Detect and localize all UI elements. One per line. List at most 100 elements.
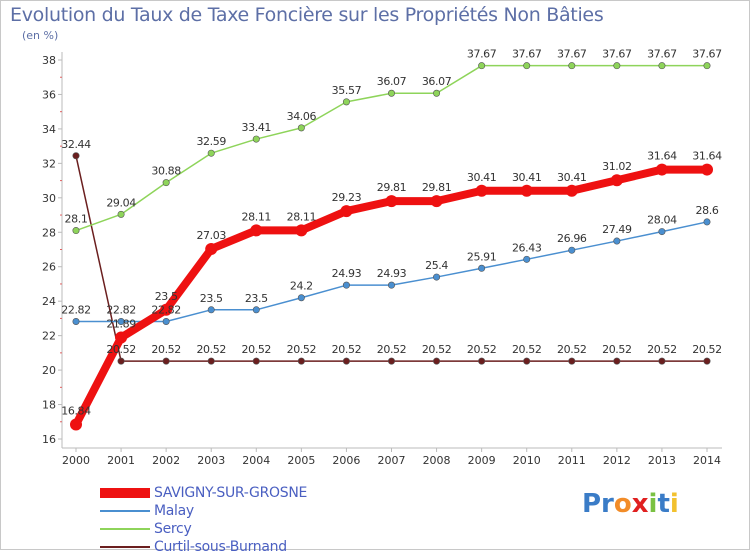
legend-item-malay[interactable]: Malay bbox=[100, 502, 340, 520]
data-point-malay bbox=[162, 318, 170, 326]
data-point-savigny bbox=[160, 303, 173, 316]
data-label-malay: 28.04 bbox=[647, 214, 677, 227]
data-label-curtil: 20.52 bbox=[196, 343, 226, 356]
data-point-curtil bbox=[207, 357, 215, 365]
legend-swatch-curtil bbox=[100, 546, 150, 548]
proxiti-logo: Proxiti bbox=[582, 489, 679, 519]
data-point-savigny bbox=[205, 242, 218, 255]
logo-part: i bbox=[669, 489, 679, 519]
y-tick-label: 20 bbox=[42, 364, 56, 377]
x-tick-label: 2005 bbox=[287, 454, 315, 467]
data-point-curtil bbox=[342, 357, 350, 365]
data-label-curtil: 20.52 bbox=[377, 343, 407, 356]
legend-item-curtil[interactable]: Curtil-sous-Burnand bbox=[100, 538, 340, 556]
legend-label-malay: Malay bbox=[154, 503, 194, 519]
legend-swatch-malay bbox=[100, 510, 150, 512]
logo-part: Pr bbox=[582, 489, 614, 519]
data-point-sercy bbox=[523, 62, 531, 70]
data-label-malay: 22.82 bbox=[61, 304, 91, 317]
data-point-curtil bbox=[162, 357, 170, 365]
data-point-curtil bbox=[523, 357, 531, 365]
data-label-curtil: 20.52 bbox=[467, 343, 497, 356]
data-label-malay: 23.5 bbox=[245, 292, 268, 305]
data-point-savigny bbox=[70, 418, 82, 431]
data-label-savigny: 30.41 bbox=[557, 171, 587, 184]
legend-item-sercy[interactable]: Sercy bbox=[100, 520, 340, 538]
data-label-savigny: 23.5 bbox=[155, 290, 178, 303]
data-point-curtil bbox=[72, 152, 80, 160]
data-label-malay: 24.2 bbox=[290, 280, 313, 293]
data-point-savigny bbox=[340, 205, 353, 218]
data-point-curtil bbox=[613, 357, 621, 365]
data-label-sercy: 37.67 bbox=[692, 48, 722, 61]
data-point-malay bbox=[433, 273, 441, 281]
line-chart: 16 18 20 22 24 26 28 30 32 34 36 38 2000 2001 2002 2003… bbox=[42, 48, 723, 467]
y-tick-label: 32 bbox=[42, 157, 56, 170]
data-label-curtil: 20.52 bbox=[647, 343, 677, 356]
x-tick-label: 2000 bbox=[62, 454, 90, 467]
y-tick-label: 34 bbox=[42, 123, 56, 136]
data-label-savigny: 16.84 bbox=[61, 405, 91, 418]
data-label-sercy: 37.67 bbox=[512, 48, 542, 61]
data-label-savigny: 28.11 bbox=[287, 210, 317, 223]
data-point-savigny bbox=[295, 224, 308, 237]
y-tick-label: 26 bbox=[42, 261, 56, 274]
data-point-savigny bbox=[115, 331, 128, 344]
data-label-sercy: 33.41 bbox=[242, 121, 272, 134]
data-label-sercy: 28.1 bbox=[65, 213, 88, 226]
data-point-savigny bbox=[610, 174, 623, 187]
logo-part: i bbox=[648, 489, 658, 519]
x-tick-label: 2014 bbox=[693, 454, 721, 467]
x-tick-label: 2006 bbox=[332, 454, 360, 467]
data-point-malay bbox=[523, 255, 531, 263]
data-label-sercy: 34.06 bbox=[287, 110, 317, 123]
data-point-savigny bbox=[385, 195, 398, 208]
legend-item-savigny[interactable]: SAVIGNY-SUR-GROSNE bbox=[100, 484, 340, 502]
data-label-malay: 23.5 bbox=[200, 292, 223, 305]
data-point-savigny bbox=[565, 184, 578, 197]
data-point-sercy bbox=[297, 124, 305, 132]
data-point-malay bbox=[297, 294, 305, 302]
data-label-sercy: 30.88 bbox=[151, 165, 181, 178]
data-label-malay: 25.4 bbox=[425, 259, 448, 272]
y-tick-label: 22 bbox=[42, 330, 56, 343]
logo-part: t bbox=[657, 489, 670, 519]
data-label-malay: 22.82 bbox=[151, 304, 181, 317]
data-point-curtil bbox=[568, 357, 576, 365]
data-label-curtil: 20.52 bbox=[692, 343, 722, 356]
x-tick-label: 2002 bbox=[152, 454, 180, 467]
y-tick-label: 18 bbox=[42, 399, 56, 412]
data-label-savigny: 27.03 bbox=[196, 229, 226, 242]
data-point-sercy bbox=[252, 135, 260, 143]
data-point-curtil bbox=[658, 357, 666, 365]
data-label-malay: 24.93 bbox=[377, 267, 407, 280]
data-point-savigny bbox=[655, 163, 668, 176]
legend-swatch-sercy bbox=[100, 528, 150, 530]
chart-title: Evolution du Taux de Taxe Foncière sur l… bbox=[10, 4, 604, 26]
data-point-curtil bbox=[433, 357, 441, 365]
data-label-malay: 22.82 bbox=[106, 304, 136, 317]
data-point-malay bbox=[703, 218, 711, 226]
data-label-malay: 25.91 bbox=[467, 250, 497, 263]
data-label-sercy: 37.67 bbox=[602, 48, 632, 61]
data-label-malay: 28.6 bbox=[696, 204, 719, 217]
data-point-savigny bbox=[430, 195, 443, 208]
data-label-savigny: 30.41 bbox=[512, 171, 542, 184]
data-label-sercy: 36.07 bbox=[377, 75, 407, 88]
data-point-malay bbox=[658, 228, 666, 236]
data-point-sercy bbox=[387, 89, 395, 97]
data-label-curtil: 20.52 bbox=[422, 343, 452, 356]
x-tick-label: 2013 bbox=[648, 454, 676, 467]
data-point-malay bbox=[568, 246, 576, 254]
y-tick-label: 30 bbox=[42, 192, 56, 205]
data-point-malay bbox=[117, 318, 125, 326]
y-unit-label: (en %) bbox=[22, 29, 59, 42]
data-label-malay: 24.93 bbox=[332, 267, 362, 280]
data-label-savigny: 29.81 bbox=[377, 181, 407, 194]
data-label-sercy: 29.04 bbox=[106, 196, 136, 209]
data-point-savigny bbox=[520, 184, 533, 197]
x-tick-label: 2011 bbox=[558, 454, 586, 467]
data-label-curtil: 20.52 bbox=[557, 343, 587, 356]
data-label-malay: 26.96 bbox=[557, 232, 587, 245]
logo-part: o bbox=[613, 489, 632, 519]
